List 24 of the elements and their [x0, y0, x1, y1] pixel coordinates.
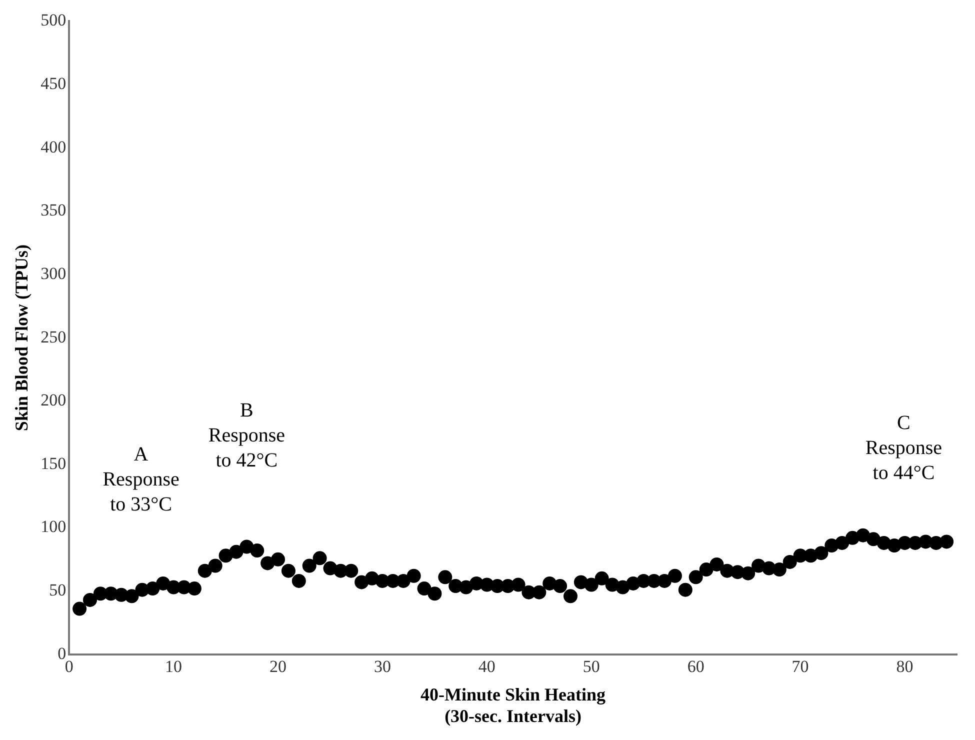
annotation: B Response to 42°C	[208, 399, 286, 472]
x-tick-label: 80	[896, 657, 914, 676]
y-tick-label: 150	[40, 454, 66, 473]
y-tick-label: 400	[40, 137, 66, 156]
x-tick-label: 60	[687, 657, 704, 676]
y-tick-label: 250	[40, 327, 66, 346]
y-tick-label: 0	[58, 644, 66, 663]
x-tick-label: 70	[792, 657, 809, 676]
annotation: A Response to 33°C	[102, 444, 180, 516]
y-tick-label: 350	[40, 200, 66, 220]
y-tick-label: 200	[40, 390, 66, 410]
annotation: C Response to 44°C	[865, 412, 942, 484]
y-tick-label: 450	[40, 74, 66, 93]
x-tick-label: 50	[582, 657, 600, 676]
x-tick-label: 30	[374, 657, 391, 676]
y-tick-label: 500	[40, 10, 66, 30]
y-tick-label: 100	[40, 517, 66, 536]
y-tick-label: 50	[49, 580, 66, 600]
x-tick-label: 10	[165, 657, 182, 676]
y-tick-label: 300	[40, 264, 66, 283]
x-tick-label: 20	[270, 657, 287, 676]
x-tick-label: 40	[478, 657, 496, 676]
x-axis-title: 40-Minute Skin Heating (30-sec. Intervals)	[420, 684, 606, 726]
y-axis-title: Skin Blood Flow (TPUs)	[11, 244, 32, 432]
